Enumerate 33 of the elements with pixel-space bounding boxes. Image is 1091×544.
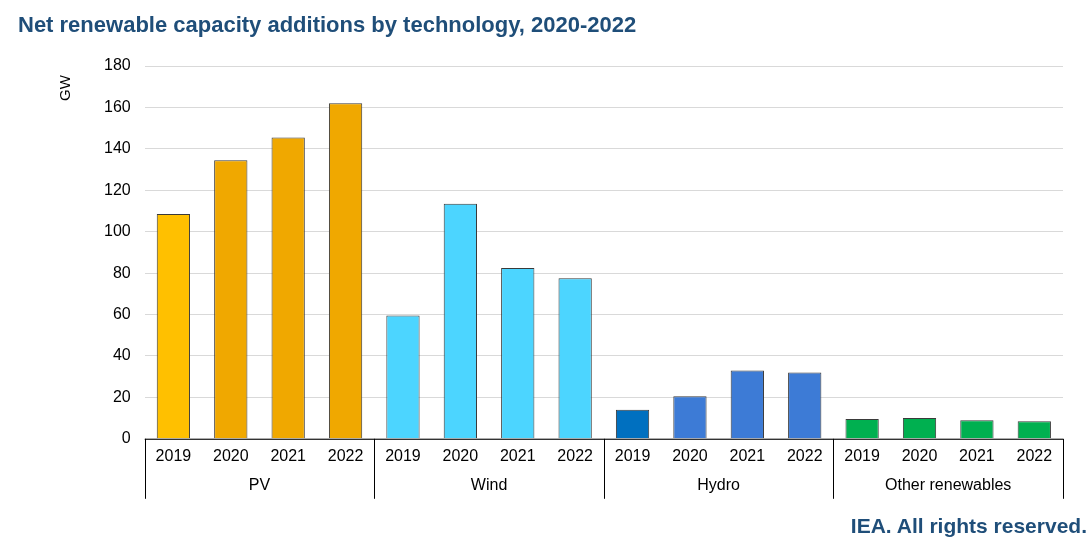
text: Other renewables xyxy=(885,476,1012,494)
x-tick-label: 2021 xyxy=(499,446,536,464)
text: IEA. All rights reserved. xyxy=(850,514,1087,538)
y-axis-title: GW xyxy=(56,74,74,101)
x-tick-label: 2021 xyxy=(729,446,766,464)
text: PV xyxy=(248,476,271,494)
y-tick-label: 120 xyxy=(103,180,131,198)
y-tick-label: 160 xyxy=(103,97,131,115)
y-tick-label: 80 xyxy=(112,263,131,281)
y-tick-label: 20 xyxy=(112,387,131,405)
x-tick-label: 2019 xyxy=(844,446,881,464)
x-tick-label: 2022 xyxy=(327,446,364,464)
y-tick-label: 40 xyxy=(112,346,131,364)
x-tick-label: 2021 xyxy=(270,446,307,464)
y-tick-label: 180 xyxy=(103,56,131,74)
x-tick-label: 2019 xyxy=(385,446,421,464)
text: Wind xyxy=(470,476,508,494)
text: Hydro xyxy=(697,476,741,494)
x-tick-label: 2022 xyxy=(786,446,823,464)
y-tick-label: 60 xyxy=(112,304,131,322)
x-tick-label: 2022 xyxy=(557,446,594,464)
x-tick-label: 2020 xyxy=(901,446,938,464)
x-tick-label: 2020 xyxy=(672,446,708,464)
x-tick-label: 2020 xyxy=(442,446,479,464)
x-tick-label: 2022 xyxy=(1016,446,1053,464)
chart-title: Net renewable capacity additions by technology, 2020-2022 xyxy=(18,12,637,38)
x-tick-label: 2019 xyxy=(155,446,192,464)
y-tick-label: 0 xyxy=(121,429,131,447)
x-tick-label: 2021 xyxy=(959,446,995,464)
x-tick-label: 2020 xyxy=(212,446,249,464)
y-tick-label: 140 xyxy=(103,139,131,157)
x-tick-label: 2019 xyxy=(614,446,651,464)
y-tick-label: 100 xyxy=(103,222,131,240)
